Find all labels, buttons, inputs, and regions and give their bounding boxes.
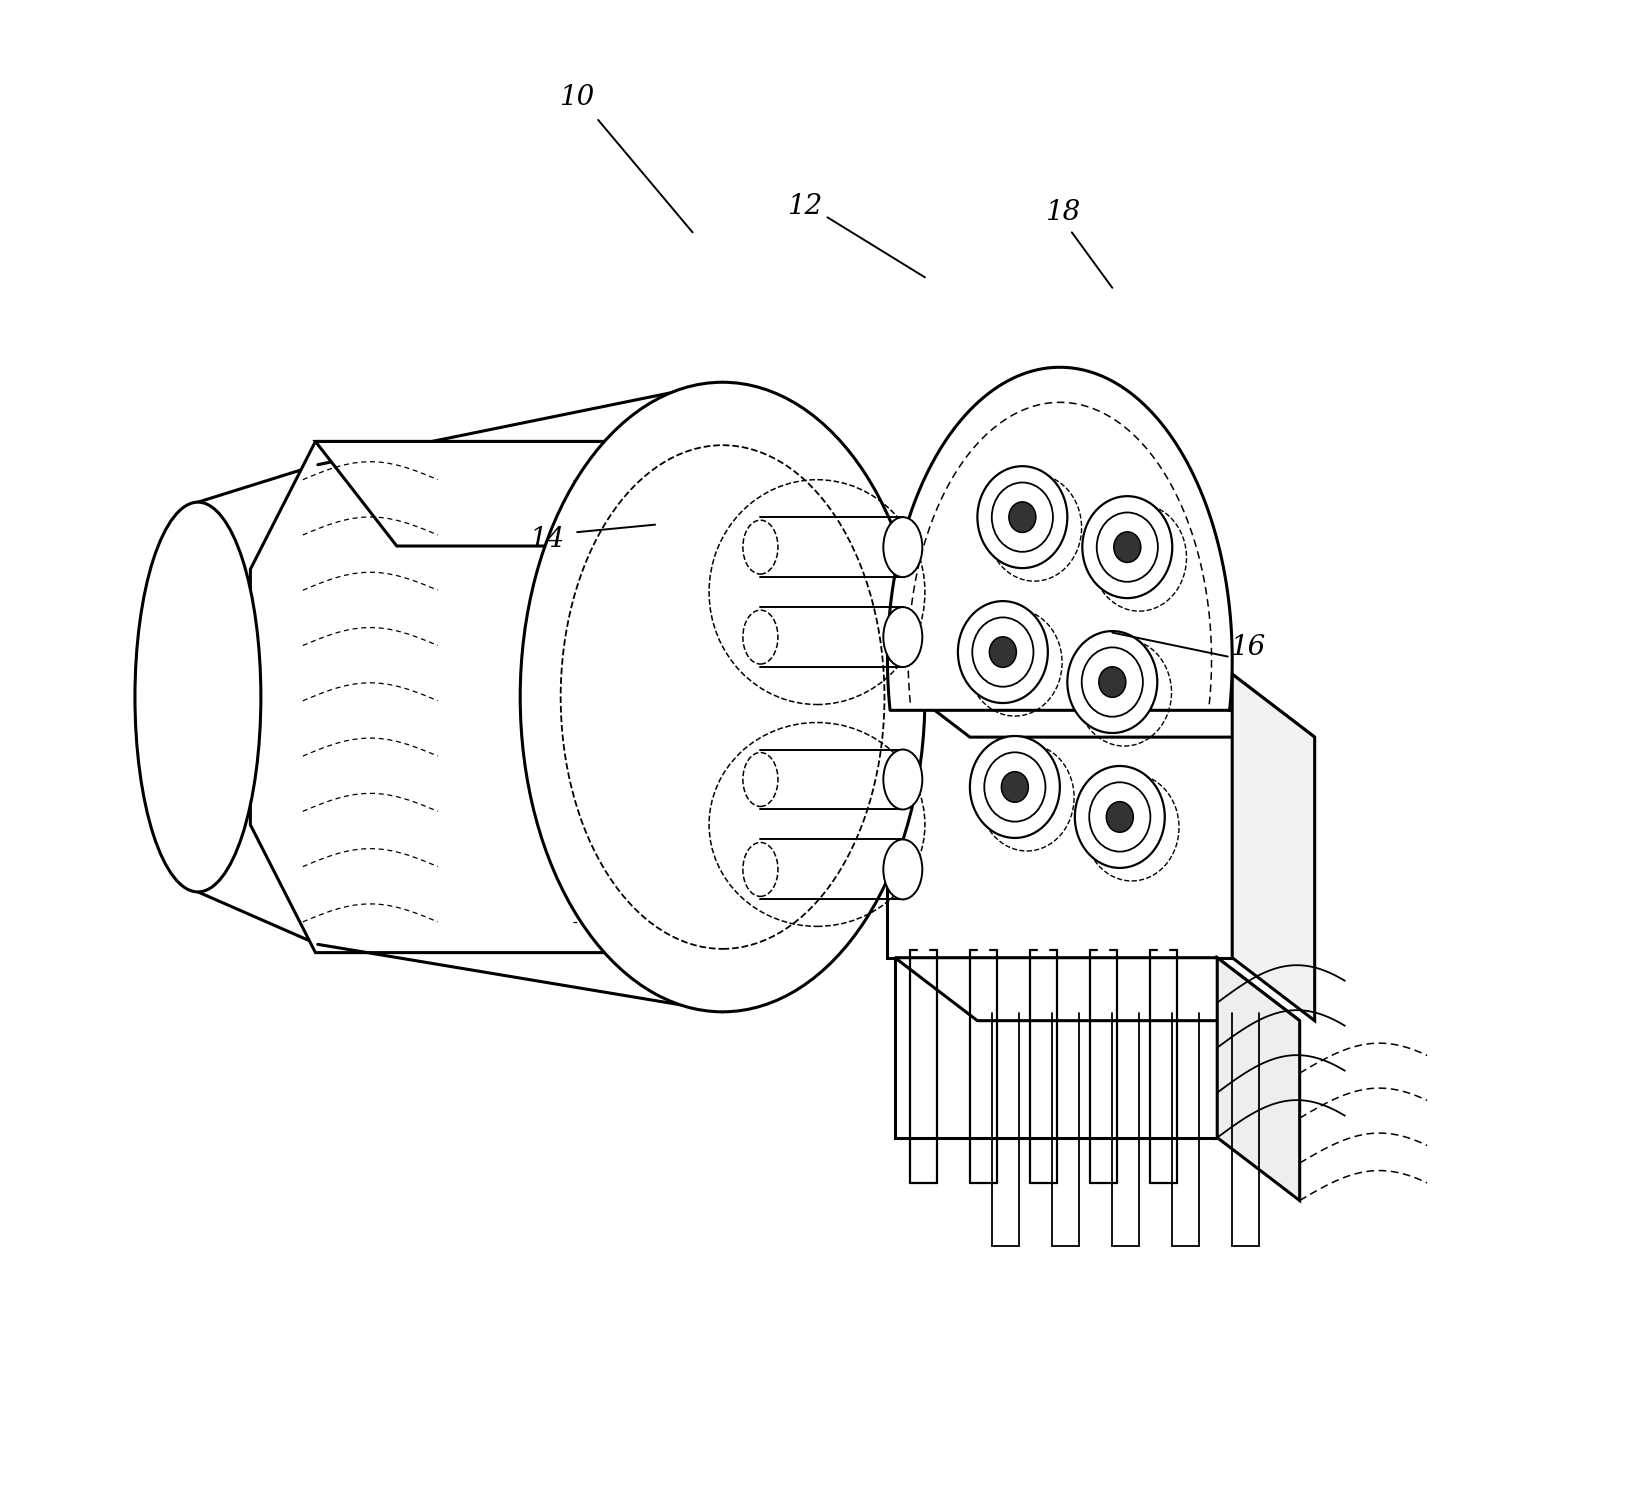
Ellipse shape: [988, 637, 1016, 667]
Polygon shape: [649, 442, 797, 673]
Text: 12: 12: [787, 193, 823, 220]
Polygon shape: [315, 442, 731, 546]
Ellipse shape: [1001, 772, 1028, 802]
Polygon shape: [251, 442, 715, 953]
Ellipse shape: [883, 517, 921, 577]
Text: 14: 14: [529, 526, 564, 553]
Ellipse shape: [1067, 631, 1157, 733]
Ellipse shape: [1113, 532, 1141, 562]
Polygon shape: [1216, 958, 1298, 1201]
Ellipse shape: [520, 382, 924, 1012]
Ellipse shape: [977, 466, 1067, 568]
Ellipse shape: [957, 601, 1047, 703]
Polygon shape: [887, 675, 1231, 958]
Text: 18: 18: [1044, 199, 1080, 226]
Ellipse shape: [1008, 502, 1036, 532]
Polygon shape: [895, 958, 1298, 1021]
Polygon shape: [1231, 675, 1314, 1021]
Ellipse shape: [1106, 802, 1133, 832]
Ellipse shape: [134, 502, 261, 892]
Polygon shape: [887, 675, 1314, 738]
Ellipse shape: [1098, 667, 1124, 697]
Text: 10: 10: [559, 84, 595, 111]
Ellipse shape: [1074, 766, 1164, 868]
Ellipse shape: [883, 750, 921, 809]
Polygon shape: [895, 958, 1216, 1138]
Ellipse shape: [883, 839, 921, 899]
Ellipse shape: [883, 607, 921, 667]
Text: 16: 16: [1229, 634, 1264, 661]
Ellipse shape: [969, 736, 1059, 838]
Polygon shape: [887, 367, 1231, 711]
Ellipse shape: [1082, 496, 1172, 598]
